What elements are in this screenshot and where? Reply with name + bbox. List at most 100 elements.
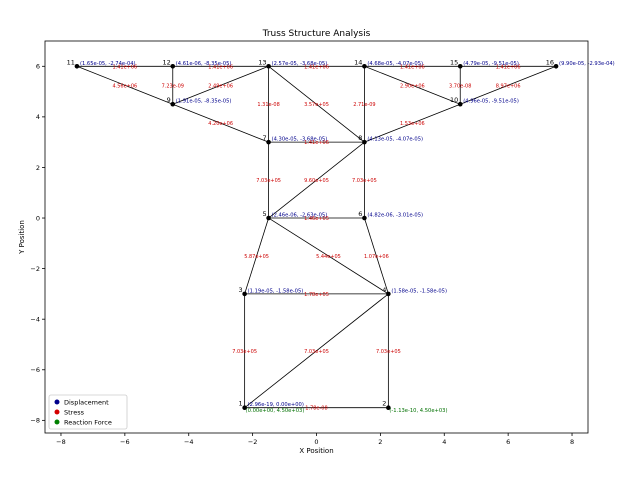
y-tick-label: 4 [36, 113, 40, 121]
stress-label: 1.41e+06 [304, 140, 329, 146]
node-id-label: 7 [262, 134, 266, 142]
stress-label: 1.41e+06 [304, 64, 329, 70]
node-id-label: 15 [450, 58, 458, 66]
truss-member [268, 141, 365, 219]
legend-label: Reaction Force [64, 418, 112, 426]
reaction-label: (0.00e+00, 4.50e+03) [246, 408, 305, 414]
legend-marker [54, 409, 60, 415]
node-id-label: 2 [382, 400, 386, 408]
stress-label: 1.31e-08 [257, 102, 279, 108]
y-tick-label: −6 [30, 366, 40, 374]
node-id-label: 16 [546, 58, 554, 66]
stress-label: 7.23e-09 [162, 83, 184, 89]
truss-node [74, 63, 80, 69]
displacement-label: (4.61e-06, -8.35e-05) [176, 61, 232, 67]
displacement-label: (4.68e-05, -4.07e-05) [367, 61, 423, 67]
stress-label: 1.41e+06 [208, 64, 233, 70]
node-id-label: 3 [238, 286, 242, 294]
stress-label: 3.57e+05 [304, 102, 329, 108]
displacement-label: (4.30e-05, -3.68e-05) [272, 137, 328, 143]
truss-member [172, 103, 269, 143]
node-id-label: 14 [354, 58, 362, 66]
stress-label: 1.41e+06 [112, 64, 137, 70]
node-id-label: 1 [238, 400, 242, 408]
reaction-label: (-1.13e-10, 4.50e+03) [389, 408, 447, 414]
displacement-label: (2.57e-05, -3.68e-05) [272, 61, 328, 67]
legend-marker [54, 419, 60, 425]
stress-label: 1.41e+06 [400, 64, 425, 70]
stress-label: 9.60e+05 [304, 178, 329, 184]
legend-box [48, 394, 128, 430]
truss-node [242, 405, 247, 411]
y-tick-label: −4 [30, 315, 40, 323]
stress-label: 1.78e+05 [304, 292, 329, 298]
stress-label: 1.53e+06 [400, 121, 425, 127]
truss-member [172, 65, 269, 105]
displacement-label: (4.82e-06, -3.01e-05) [367, 213, 423, 219]
stress-label: 4.20e+06 [208, 121, 233, 127]
truss-member [244, 217, 269, 295]
truss-node [457, 101, 463, 107]
truss-node [170, 63, 176, 69]
node-id-label: 11 [67, 58, 75, 66]
stress-label: 1.78e-08 [305, 406, 327, 412]
x-tick-label: 8 [570, 438, 574, 446]
stress-label: 4.56e+06 [112, 83, 137, 89]
truss-member [268, 65, 365, 143]
truss-node [266, 139, 271, 145]
stress-label: 2.71e-09 [353, 102, 375, 108]
stress-label: 7.03e+05 [256, 178, 281, 184]
truss-node [457, 63, 463, 69]
node-id-label: 9 [167, 96, 171, 104]
stress-label: 1.46e+05 [304, 216, 329, 222]
stress-label: 3.70e-08 [449, 83, 471, 89]
stress-label: 2.90e+06 [400, 83, 425, 89]
truss-node [553, 63, 559, 69]
stress-label: 7.03e+05 [352, 178, 377, 184]
node-id-label: 6 [358, 210, 362, 218]
node-id-label: 12 [162, 58, 170, 66]
stress-label: 2.49e+06 [208, 83, 233, 89]
node-id-label: 8 [358, 134, 362, 142]
y-tick-label: 6 [36, 63, 40, 71]
chart-title: Truss Structure Analysis [262, 29, 371, 39]
stress-label: 1.07e+06 [364, 254, 389, 260]
truss-node [362, 139, 367, 145]
x-tick-label: 4 [442, 438, 446, 446]
truss-node [362, 63, 367, 69]
stress-label: 5.87e+05 [244, 254, 269, 260]
stress-label: 1.41e+06 [496, 64, 521, 70]
displacement-label: (1.65e-05, -2.74e-04) [80, 61, 136, 67]
y-tick-label: 2 [36, 164, 40, 172]
truss-member [364, 65, 461, 105]
truss-member [364, 217, 389, 295]
x-tick-label: −2 [248, 438, 258, 446]
y-axis-label: Y Position [18, 220, 26, 255]
displacement-label: (1.19e-05, -1.58e-05) [248, 288, 304, 294]
y-tick-label: 0 [36, 214, 40, 222]
truss-member [460, 65, 557, 105]
stress-label: 7.03e+05 [304, 349, 329, 355]
displacement-label: (1.91e-05, -8.35e-05) [176, 99, 232, 105]
legend-label: Displacement [64, 398, 109, 406]
y-tick-label: −8 [30, 417, 40, 425]
x-tick-label: 2 [378, 438, 382, 446]
truss-member [268, 217, 389, 295]
truss-member [244, 293, 389, 409]
stress-label: 7.03e+05 [376, 349, 401, 355]
displacement-label: (9.90e-05, -2.93e-04) [559, 61, 615, 67]
stress-label: 7.03e+05 [232, 349, 257, 355]
truss-node [170, 101, 176, 107]
displacement-label: (2.96e-19, 0.00e+00) [248, 402, 304, 408]
displacement-label: (4.79e-05, -9.51e-05) [463, 61, 519, 67]
stress-label: 5.44e+05 [316, 254, 341, 260]
node-id-label: 5 [262, 210, 266, 218]
truss-member [364, 103, 461, 143]
x-tick-label: −6 [120, 438, 130, 446]
displacement-label: (1.58e-05, -1.58e-05) [391, 288, 447, 294]
y-tick-label: −2 [30, 265, 40, 273]
truss-node [242, 291, 247, 297]
node-id-label: 13 [258, 58, 266, 66]
